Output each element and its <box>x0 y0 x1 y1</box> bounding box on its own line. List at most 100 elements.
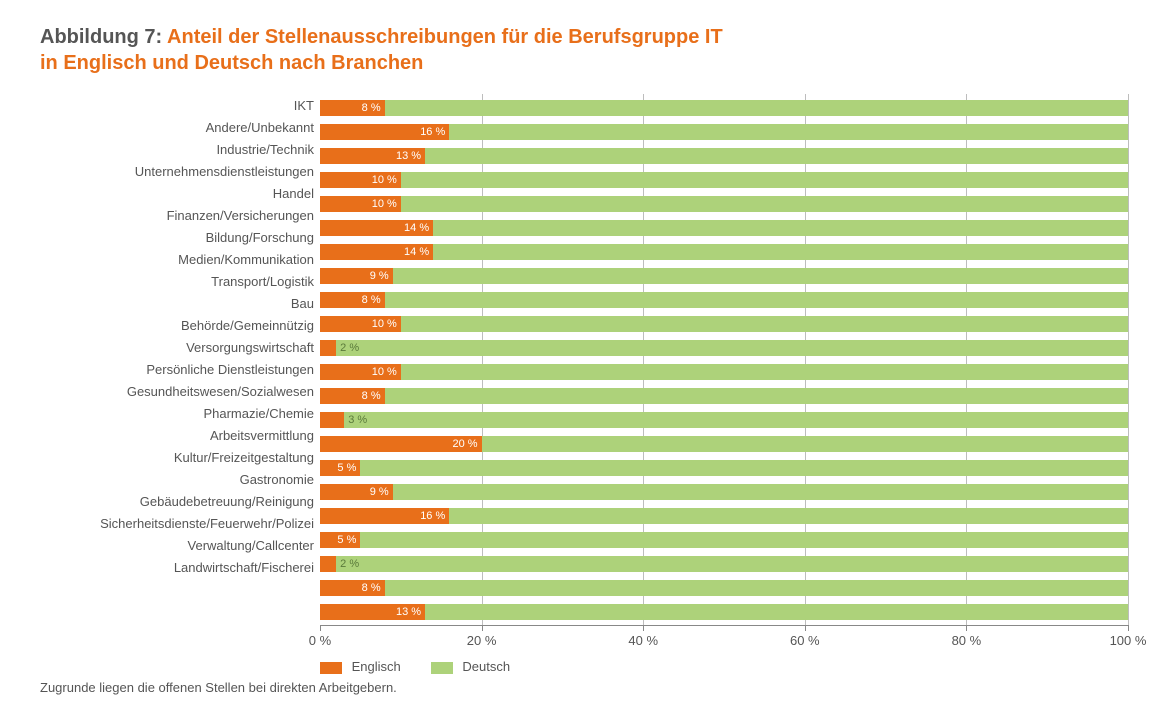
bar-row: 8 % <box>320 289 1128 311</box>
category-label: Medien/Kommunikation <box>40 252 320 267</box>
bar-row: 10 % <box>320 361 1128 383</box>
bar-deutsch <box>320 604 1128 620</box>
category-label: Verwaltung/Callcenter <box>40 538 320 553</box>
bar-row: 10 % <box>320 193 1128 215</box>
axis-tick <box>643 625 644 631</box>
axis-tick-label: 100 % <box>1110 633 1147 648</box>
bar-value-label: 10 % <box>372 196 397 212</box>
bar-value-label: 9 % <box>370 484 389 500</box>
bar-value-label: 14 % <box>404 244 429 260</box>
bar-value-label: 5 % <box>337 460 356 476</box>
bar-deutsch <box>320 580 1128 596</box>
category-label: Landwirtschaft/Fischerei <box>40 560 320 575</box>
category-label: Andere/Unbekannt <box>40 120 320 135</box>
swatch-deutsch <box>431 662 453 674</box>
axis-tick <box>482 625 483 631</box>
bar-row: 13 % <box>320 145 1128 167</box>
bar-row: 14 % <box>320 241 1128 263</box>
category-labels-column: IKT Andere/Unbekannt Industrie/Technik Unte… <box>40 94 320 625</box>
axis-tick <box>320 625 321 631</box>
category-label: Handel <box>40 186 320 201</box>
category-label: Finanzen/Versicherungen <box>40 208 320 223</box>
bar-deutsch <box>320 340 1128 356</box>
category-label: Pharmazie/Chemie <box>40 406 320 421</box>
bar-value-label: 2 % <box>340 556 359 572</box>
bar-row: 14 % <box>320 217 1128 239</box>
bar-row: 2 % <box>320 337 1128 359</box>
bar-deutsch <box>320 292 1128 308</box>
axis-tick-label: 40 % <box>628 633 658 648</box>
bar-deutsch <box>320 532 1128 548</box>
axis-tick-label: 60 % <box>790 633 820 648</box>
category-label: Behörde/Gemeinnützig <box>40 318 320 333</box>
bar-value-label: 16 % <box>420 124 445 140</box>
swatch-englisch <box>320 662 342 674</box>
axis-tick <box>805 625 806 631</box>
bar-value-label: 8 % <box>362 292 381 308</box>
bar-value-label: 3 % <box>348 412 367 428</box>
bar-deutsch <box>320 196 1128 212</box>
axis-tick <box>1128 625 1129 631</box>
bar-deutsch <box>320 268 1128 284</box>
bar-chart: IKT Andere/Unbekannt Industrie/Technik Unte… <box>40 94 1128 674</box>
bar-value-label: 10 % <box>372 316 397 332</box>
category-label: Arbeitsvermittlung <box>40 428 320 443</box>
category-label: Bildung/Forschung <box>40 230 320 245</box>
bar-row: 5 % <box>320 529 1128 551</box>
bar-deutsch <box>320 484 1128 500</box>
category-label: Bau <box>40 296 320 311</box>
category-label: Gesundheitswesen/Sozialwesen <box>40 384 320 399</box>
category-label: Persönliche Dienstleistungen <box>40 362 320 377</box>
bar-deutsch <box>320 364 1128 380</box>
title-prefix: Abbildung 7: <box>40 26 162 48</box>
bar-row: 10 % <box>320 169 1128 191</box>
bar-row: 16 % <box>320 505 1128 527</box>
bar-row: 9 % <box>320 481 1128 503</box>
legend: Englisch Deutsch <box>320 659 1128 674</box>
bar-value-label: 10 % <box>372 364 397 380</box>
bar-row: 3 % <box>320 409 1128 431</box>
bar-row: 16 % <box>320 121 1128 143</box>
bar-value-label: 13 % <box>396 604 421 620</box>
category-label: Unternehmensdienstleistungen <box>40 164 320 179</box>
legend-label-englisch: Englisch <box>352 659 401 674</box>
bar-row: 8 % <box>320 385 1128 407</box>
bar-deutsch <box>320 100 1128 116</box>
legend-label-deutsch: Deutsch <box>462 659 510 674</box>
bar-deutsch <box>320 172 1128 188</box>
axis-tick <box>966 625 967 631</box>
category-label: Industrie/Technik <box>40 142 320 157</box>
bar-englisch <box>320 412 344 428</box>
bar-englisch <box>320 340 336 356</box>
bars-column: 8 %16 %13 %10 %10 %14 %14 %9 %8 %10 %2 %… <box>320 94 1128 625</box>
bar-row: 13 % <box>320 601 1128 623</box>
category-label: IKT <box>40 98 320 113</box>
bar-deutsch <box>320 316 1128 332</box>
bar-row: 2 % <box>320 553 1128 575</box>
bar-row: 5 % <box>320 457 1128 479</box>
bar-deutsch <box>320 556 1128 572</box>
bar-deutsch <box>320 460 1128 476</box>
bar-value-label: 16 % <box>420 508 445 524</box>
bar-value-label: 14 % <box>404 220 429 236</box>
bar-deutsch <box>320 220 1128 236</box>
bar-row: 10 % <box>320 313 1128 335</box>
bar-deutsch <box>320 148 1128 164</box>
bar-value-label: 8 % <box>362 100 381 116</box>
chart-title: Abbildung 7: Anteil der Stellenausschrei… <box>40 24 1128 76</box>
axis-tick-label: 0 % <box>309 633 331 648</box>
category-label: Gastronomie <box>40 472 320 487</box>
axis-tick-label: 80 % <box>952 633 982 648</box>
title-line2: in Englisch und Deutsch nach Branchen <box>40 52 423 74</box>
category-label: Sicherheitsdienste/Feuerwehr/Polizei <box>40 516 320 531</box>
category-label: Transport/Logistik <box>40 274 320 289</box>
bar-englisch <box>320 556 336 572</box>
bar-deutsch <box>320 388 1128 404</box>
footnote: Zugrunde liegen die offenen Stellen bei … <box>40 680 1128 695</box>
x-axis: 0 %20 %40 %60 %80 %100 % <box>320 625 1128 655</box>
bar-row: 8 % <box>320 577 1128 599</box>
bar-value-label: 8 % <box>362 388 381 404</box>
bar-value-label: 2 % <box>340 340 359 356</box>
bar-deutsch <box>320 412 1128 428</box>
category-label: Gebäudebetreuung/Reinigung <box>40 494 320 509</box>
